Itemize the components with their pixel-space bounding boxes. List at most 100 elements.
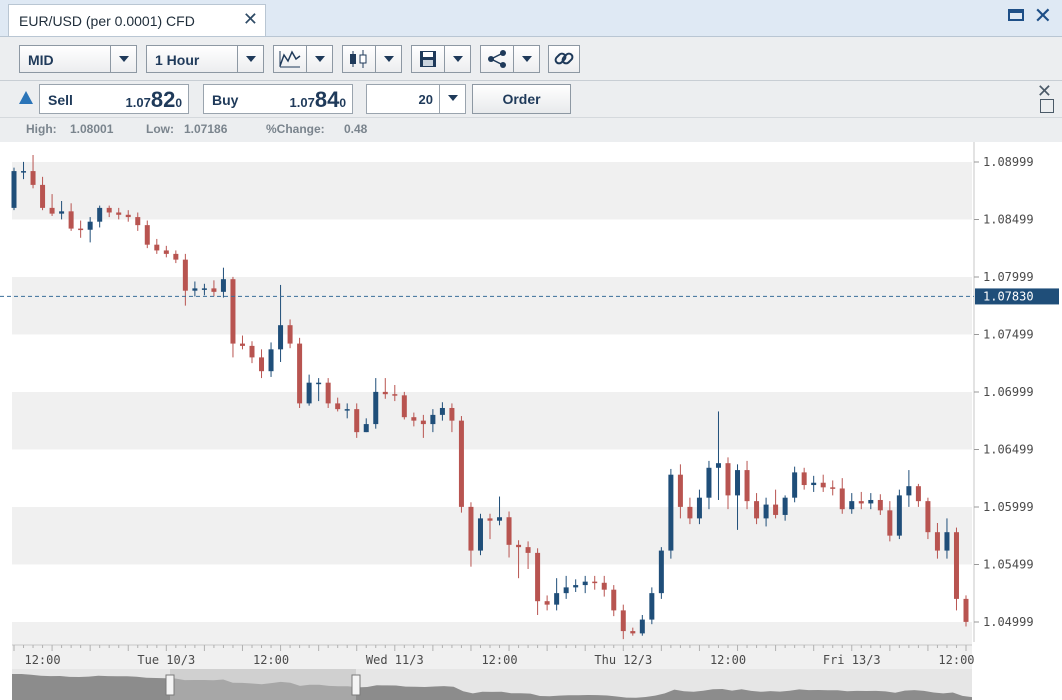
candle-body (192, 288, 198, 291)
candle-body (363, 424, 369, 433)
candle-body (639, 619, 645, 634)
candle-type-button[interactable] (342, 45, 402, 73)
sell-price-pips: 82 (150, 87, 176, 112)
navigator-selection[interactable] (170, 669, 356, 700)
candle-body (906, 486, 912, 496)
buy-label: Buy (212, 92, 239, 108)
candle-body (516, 544, 522, 548)
candle-body (934, 532, 940, 551)
candle-body (40, 184, 46, 208)
candle-body (544, 601, 550, 605)
share-button[interactable] (480, 45, 540, 73)
candle-body (868, 499, 874, 504)
candle-body (211, 288, 217, 292)
order-button[interactable]: Order (472, 84, 571, 114)
candle-body (344, 409, 350, 411)
candle-body (49, 207, 55, 214)
candle-body (249, 345, 255, 358)
y-tick-label: 1.06499 (983, 443, 1034, 457)
quantity-select[interactable]: 20 (366, 84, 466, 114)
candle-body (744, 470, 750, 502)
candle-body (963, 598, 969, 622)
candle-body (925, 501, 931, 533)
tab-eurusd[interactable]: EUR/USD (per 0.0001) CFD ✕ (8, 4, 266, 36)
maximize-icon[interactable] (1008, 9, 1024, 21)
x-tick-label: Wed 11/3 (366, 653, 424, 667)
plot-band (12, 162, 972, 220)
navigator-left-handle[interactable] (165, 674, 175, 696)
candle-body (754, 501, 760, 519)
change-label: %Change: (266, 122, 325, 136)
candle-body (953, 532, 959, 599)
popout-icon[interactable] (1040, 99, 1054, 113)
candle-body (373, 391, 379, 425)
chevron-down-icon[interactable] (444, 46, 470, 72)
x-tick-label: Thu 12/3 (594, 653, 652, 667)
candle-body (525, 547, 531, 553)
candle-body (68, 211, 74, 229)
chart-style-icon (274, 46, 306, 72)
candle-body (535, 552, 541, 602)
buy-price-fraction: 0 (339, 96, 346, 110)
candle-body (468, 506, 474, 551)
chevron-down-icon[interactable] (375, 46, 401, 72)
interval-select[interactable]: 1 Hour (146, 45, 264, 73)
y-tick-label: 1.07999 (983, 270, 1034, 284)
candle-body (154, 244, 160, 251)
candle-body (87, 221, 93, 230)
close-icon[interactable]: ✕ (242, 9, 258, 29)
candle-body (877, 499, 883, 511)
chart-style-button[interactable] (273, 45, 333, 73)
price-chart[interactable]: 1.08999 1.08499 1.07999 1.07499 1.06999 1.064… (0, 142, 1062, 700)
chevron-down-icon[interactable] (306, 46, 332, 72)
candle-body (449, 407, 455, 421)
share-icon (481, 46, 513, 72)
chevron-down-icon[interactable] (110, 46, 136, 72)
candle-body (420, 420, 426, 425)
navigator-right-handle[interactable] (351, 674, 361, 696)
candle-body (487, 518, 493, 521)
candle-body (401, 395, 407, 418)
chevron-down-icon[interactable] (439, 85, 465, 113)
link-button[interactable] (548, 45, 580, 73)
candle-body (573, 585, 579, 588)
interval-value: 1 Hour (155, 52, 200, 68)
price-type-select[interactable]: MID (19, 45, 137, 73)
candle-body (316, 382, 322, 385)
candle-body (944, 532, 950, 551)
save-button[interactable] (411, 45, 471, 73)
window-close-icon[interactable]: ✕ (1033, 3, 1052, 28)
candle-body (792, 472, 798, 498)
candle-body (915, 486, 921, 502)
sell-price-prefix: 1.07 (125, 95, 151, 110)
candle-body (820, 482, 826, 488)
chart-area[interactable]: 1.08999 1.08499 1.07999 1.07499 1.06999 1.064… (0, 142, 1062, 700)
candle-body (687, 506, 693, 519)
candle-body (563, 587, 569, 594)
candle-body (849, 501, 855, 510)
candle-body (116, 212, 122, 215)
candle-body (677, 474, 683, 507)
sell-button[interactable]: Sell 1.07820 (39, 84, 189, 114)
candle-body (601, 582, 607, 590)
candle-body (125, 214, 131, 218)
candle-body (382, 391, 388, 395)
candle-body (725, 463, 731, 496)
close-icon[interactable]: ✕ (1036, 81, 1052, 101)
candle-body (259, 357, 265, 372)
chevron-down-icon[interactable] (237, 46, 263, 72)
buy-button[interactable]: Buy 1.07840 (203, 84, 353, 114)
chart-toolbar: MID 1 Hour (0, 37, 1062, 81)
last-price-label: 1.07830 (983, 289, 1034, 303)
candle-body (354, 409, 360, 433)
candle-body (611, 589, 617, 611)
candle-body (887, 510, 893, 536)
plot-band (12, 507, 972, 565)
candle-body (201, 288, 207, 290)
last-price-badge (975, 288, 1059, 305)
candle-body (630, 631, 636, 634)
chevron-down-icon[interactable] (513, 46, 539, 72)
candle-body (21, 171, 27, 173)
candle-body (497, 517, 503, 521)
